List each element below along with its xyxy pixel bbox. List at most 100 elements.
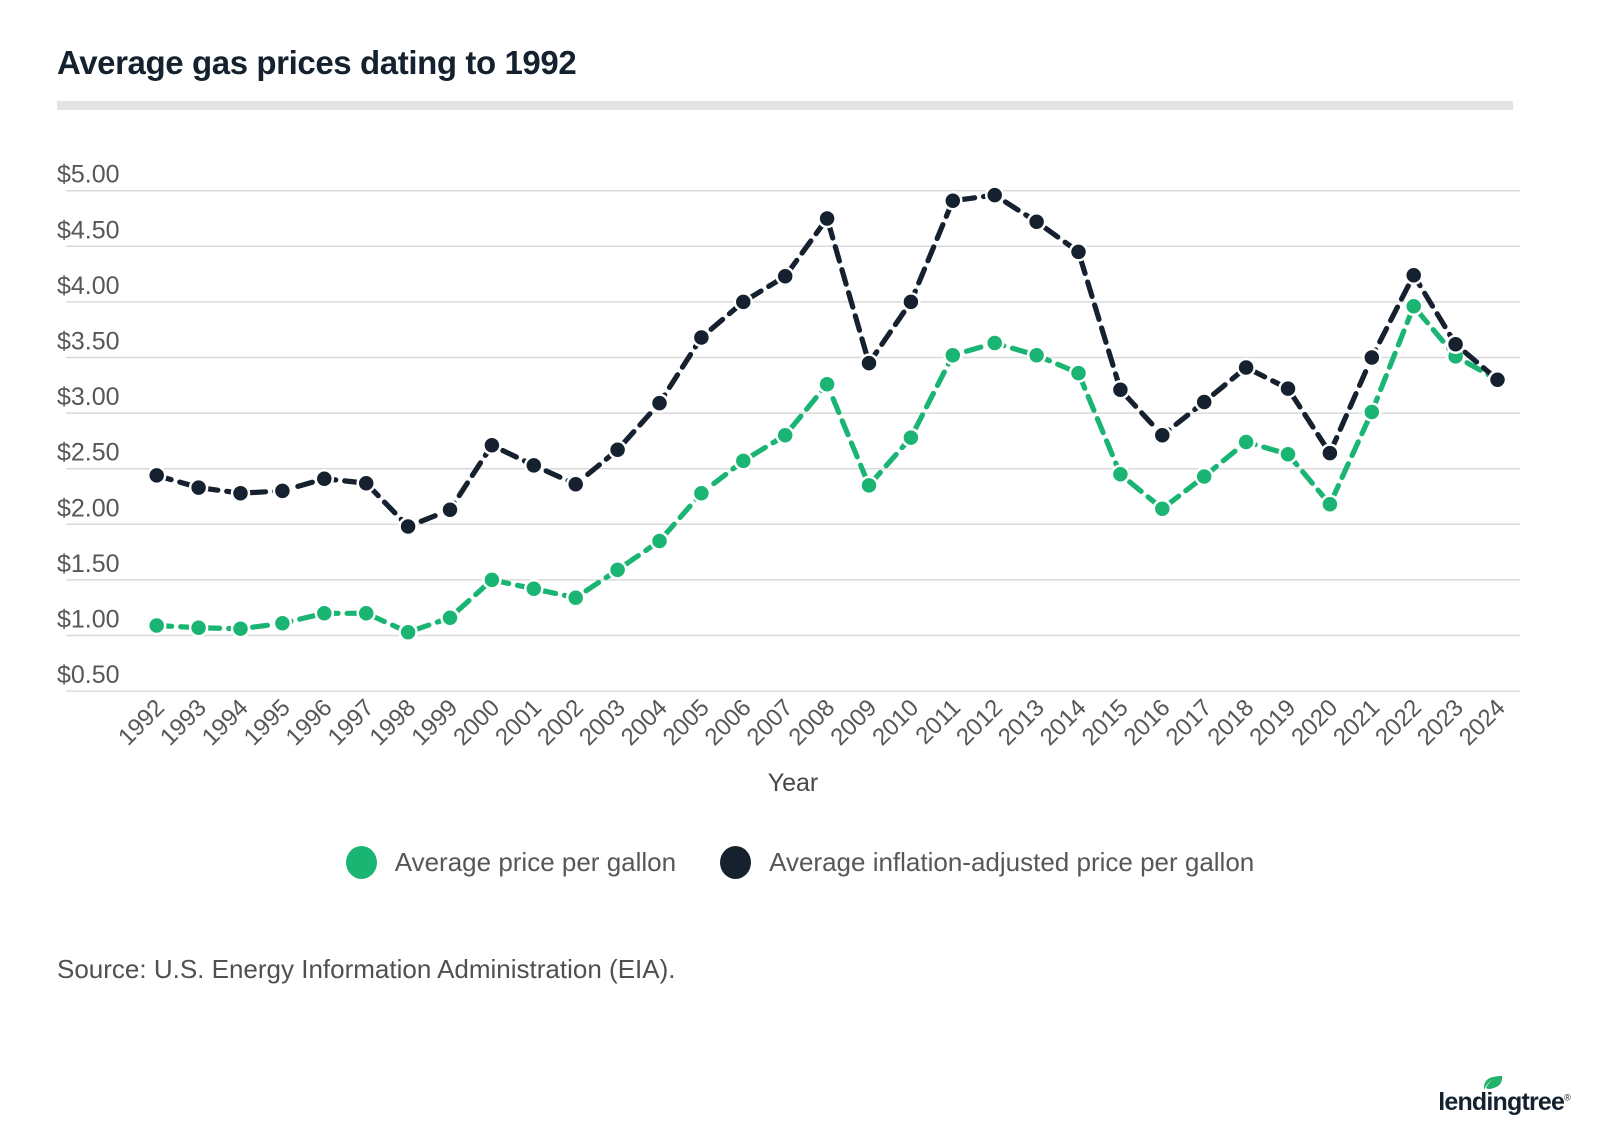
x-tick-label: 2000 [448, 694, 505, 751]
x-tick-labels: 1992199319941995199619971998199920002001… [113, 694, 1511, 751]
data-point [984, 333, 1005, 353]
data-point [1194, 466, 1214, 487]
data-point [607, 560, 628, 580]
x-tick-label: 1993 [155, 694, 212, 751]
data-point [1026, 212, 1047, 232]
legend-item-inflation-adjusted: Average inflation-adjusted price per gal… [720, 846, 1254, 879]
data-point [1026, 345, 1047, 366]
data-point [1152, 498, 1173, 519]
data-point [1194, 392, 1214, 412]
lendingtree-logo: lendingtree® [1438, 1075, 1571, 1117]
x-tick-label: 2002 [532, 694, 589, 751]
x-tick-label: 2022 [1370, 694, 1427, 751]
x-tick-label: 2008 [783, 694, 840, 751]
series-average-price [146, 296, 1508, 642]
y-gridlines [66, 189, 1520, 692]
data-point [817, 208, 837, 229]
y-tick-label: $4.50 [57, 216, 120, 244]
x-axis-title: Year [768, 769, 819, 797]
page-title: Average gas prices dating to 1992 [57, 44, 577, 81]
data-point [901, 427, 921, 448]
data-point [691, 483, 712, 503]
y-tick-label: $3.00 [57, 383, 120, 411]
data-point [188, 477, 209, 498]
x-tick-label: 2021 [1328, 694, 1385, 751]
data-point [1110, 464, 1131, 485]
x-tick-label: 2001 [490, 694, 547, 751]
data-point [230, 483, 251, 503]
x-tick-label: 2012 [951, 694, 1008, 751]
y-tick-label: $4.00 [57, 272, 120, 300]
leaf-icon [1484, 1075, 1503, 1090]
data-point [230, 619, 251, 639]
data-point [1487, 369, 1508, 390]
data-point [314, 468, 335, 489]
x-tick-label: 1997 [323, 694, 380, 751]
data-point [440, 500, 460, 520]
y-tick-label: $2.00 [57, 494, 120, 522]
data-point [817, 374, 837, 394]
y-tick-label: $2.50 [57, 439, 120, 467]
y-tick-label: $0.50 [57, 661, 120, 689]
data-point [859, 353, 879, 373]
x-tick-label: 2013 [993, 694, 1050, 751]
legend-marker-inflation-adjusted [720, 846, 752, 879]
logo-registered-mark: ® [1564, 1092, 1571, 1103]
y-tick-labels: $5.00 $4.50 $4.00 $3.50 $3.00 $2.50 $2.00 $1.50… [57, 161, 120, 689]
data-point [901, 292, 921, 312]
data-point [1278, 444, 1298, 464]
series-inflation-adjusted [146, 185, 1508, 537]
data-point [1278, 378, 1298, 399]
series-line [154, 192, 1501, 530]
x-tick-label: 1992 [113, 694, 170, 751]
title-divider [57, 101, 1513, 110]
x-tick-label: 1998 [364, 694, 421, 751]
x-tick-label: 2007 [742, 694, 799, 751]
data-point [524, 455, 544, 476]
data-point [1362, 347, 1382, 368]
x-tick-label: 2005 [658, 694, 715, 751]
x-tick-label: 2006 [700, 694, 757, 751]
data-point [1320, 494, 1340, 515]
data-point [272, 481, 293, 501]
chart-legend: Average price per gallon Average inflati… [0, 846, 1600, 879]
data-point [943, 190, 963, 211]
data-point [859, 475, 879, 496]
source-note: Source: U.S. Energy Information Administ… [57, 954, 676, 984]
x-tick-label: 2018 [1202, 694, 1259, 751]
x-tick-label: 2020 [1286, 694, 1343, 751]
data-point [1068, 242, 1089, 262]
x-tick-label: 2003 [574, 694, 631, 751]
legend-item-average-price: Average price per gallon [345, 846, 676, 879]
x-tick-label: 2023 [1412, 694, 1469, 751]
data-point [314, 603, 335, 624]
data-point [649, 531, 670, 551]
data-point [565, 587, 586, 608]
data-point [1403, 296, 1424, 317]
data-point [1236, 357, 1256, 378]
legend-label-inflation-adjusted: Average inflation-adjusted price per gal… [769, 847, 1255, 877]
data-point [356, 603, 376, 624]
data-point [565, 474, 586, 495]
data-point [1110, 379, 1131, 400]
data-point [1403, 265, 1424, 285]
data-point [398, 622, 418, 642]
x-tick-label: 1995 [239, 694, 296, 751]
data-point [775, 425, 795, 446]
data-point [733, 292, 754, 312]
x-tick-label: 2016 [1119, 694, 1176, 751]
data-point [398, 516, 418, 537]
x-tick-label: 1999 [406, 694, 463, 751]
data-point [356, 473, 376, 493]
data-point [188, 617, 209, 638]
data-point [943, 345, 963, 366]
y-tick-label: $1.50 [57, 550, 120, 578]
x-tick-label: 2017 [1161, 694, 1218, 751]
legend-marker-average-price [345, 846, 377, 879]
data-point [649, 393, 670, 413]
data-point [146, 465, 167, 486]
data-point [691, 327, 712, 348]
x-tick-label: 2015 [1077, 694, 1134, 751]
x-tick-label: 2019 [1244, 694, 1301, 751]
data-point [1445, 334, 1466, 354]
